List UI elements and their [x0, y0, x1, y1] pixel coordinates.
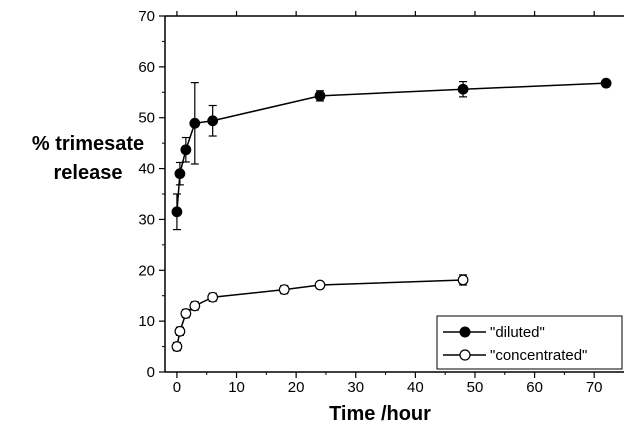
data-point: [207, 115, 219, 127]
legend-label-diluted: "diluted": [490, 324, 545, 341]
y-tick-label: 30: [138, 211, 155, 228]
y-tick-label: 70: [138, 8, 155, 25]
legend-entry-concentrated: "concentrated": [443, 347, 587, 364]
data-point: [207, 291, 219, 303]
x-axis-title: Time /hour: [329, 403, 431, 423]
data-point: [174, 325, 186, 337]
series-1: [171, 274, 469, 352]
y-tick-label: 50: [138, 110, 155, 127]
data-point: [180, 308, 192, 319]
y-tick-label: 10: [138, 313, 155, 330]
series-layer: [171, 77, 612, 352]
data-point: [174, 168, 186, 180]
data-point: [171, 206, 183, 218]
data-point: [457, 274, 469, 286]
x-tick-label: 20: [288, 379, 305, 396]
y-axis-title-line1: % trimesate: [32, 133, 144, 155]
x-tick-label: 30: [347, 379, 364, 396]
legend-marker-filled-circle: [459, 326, 471, 338]
data-point: [278, 284, 290, 296]
y-tick-label: 60: [138, 59, 155, 76]
data-point: [314, 279, 326, 291]
y-tick-label: 40: [138, 161, 155, 178]
x-tick-label: 0: [173, 379, 181, 396]
data-point: [189, 117, 201, 129]
data-point: [171, 341, 183, 352]
series-line: [176, 82, 607, 212]
data-point: [189, 300, 201, 312]
legend: "diluted" "concentrated": [436, 315, 623, 370]
x-tick-label: 40: [407, 379, 424, 396]
legend-marker-open-circle: [459, 349, 471, 361]
data-point: [180, 144, 192, 156]
data-point: [600, 77, 612, 89]
legend-label-concentrated: "concentrated": [490, 347, 587, 364]
y-axis-title-line2: release: [54, 162, 123, 184]
y-tick-label: 20: [138, 262, 155, 279]
y-tick-label: 0: [147, 364, 155, 381]
x-tick-label: 50: [467, 379, 484, 396]
data-point: [314, 90, 326, 102]
x-tick-label: 70: [586, 379, 603, 396]
data-point: [457, 83, 469, 95]
legend-entry-diluted: "diluted": [443, 324, 545, 341]
x-tick-label: 60: [526, 379, 543, 396]
x-tick-label: 10: [228, 379, 245, 396]
axis-ticks: [159, 11, 595, 378]
tick-labels: 0 10 20 30 40 50 60 70 0 10 20 30 40 50 60 70: [138, 8, 602, 396]
legend-box: [436, 315, 623, 370]
series-0: [171, 77, 612, 231]
